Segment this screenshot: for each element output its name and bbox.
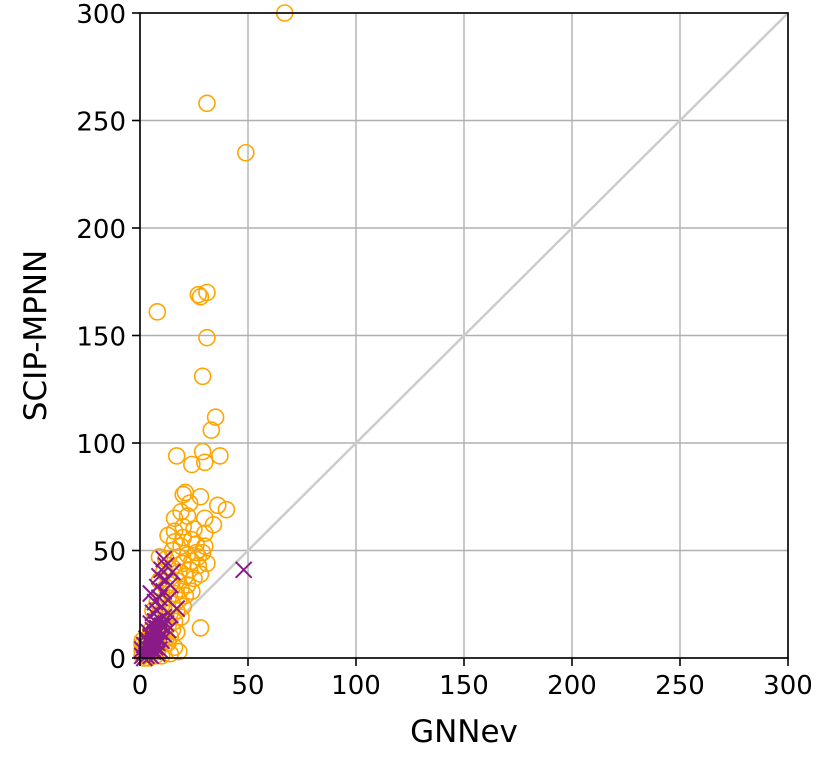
circle-marker: [191, 287, 210, 306]
circle-marker: [193, 442, 212, 461]
circle-marker: [237, 143, 255, 162]
circle-marker: [198, 328, 216, 347]
circle-marker: [183, 455, 201, 474]
circle-marker: [191, 619, 210, 637]
y-tick-label: 300: [76, 0, 126, 30]
circle-marker: [148, 303, 167, 321]
circle-marker: [189, 285, 208, 304]
y-tick-label: 50: [93, 538, 126, 568]
x-tick-label: 0: [132, 671, 149, 701]
circle-marker: [167, 447, 186, 465]
circle-marker: [208, 496, 227, 515]
y-tick-label: 0: [109, 645, 126, 675]
x-tick-label: 100: [331, 671, 381, 701]
x-axis-label: GNNev: [410, 714, 518, 750]
circle-marker: [202, 421, 221, 439]
x-axis-ticks: 0 50 100 150 200 250 300: [132, 658, 813, 701]
x-marker: [150, 640, 169, 659]
x-tick-label: 150: [439, 671, 489, 701]
x-tick-label: 200: [547, 671, 597, 701]
x-tick-label: 300: [763, 671, 813, 701]
circle-marker: [174, 518, 192, 536]
circle-marker: [191, 487, 210, 506]
circle-marker: [170, 642, 188, 661]
data-markers: [133, 4, 294, 667]
y-tick-label: 100: [76, 430, 126, 460]
circle-marker: [198, 94, 216, 113]
circle-marker: [198, 554, 216, 573]
y-tick-label: 250: [76, 108, 126, 138]
identity-diagonal-line: [139, 12, 789, 659]
x-marker: [234, 561, 253, 579]
x-marker: [155, 550, 173, 568]
circle-marker: [206, 408, 225, 427]
circle-marker: [189, 556, 208, 575]
y-axis-ticks: 0 50 100 150 200 250 300: [76, 0, 140, 675]
x-tick-label: 250: [655, 671, 705, 701]
x-marker: [142, 584, 160, 603]
circle-marker: [185, 569, 203, 588]
circle-marker: [193, 367, 212, 386]
x-marker: [142, 647, 160, 665]
circle-marker: [185, 520, 203, 538]
x-tick-label: 50: [231, 671, 264, 701]
circle-marker: [196, 453, 214, 472]
x-marker: [148, 644, 166, 663]
circle-marker: [211, 447, 229, 465]
circle-marker: [217, 500, 236, 519]
y-tick-label: 200: [76, 215, 126, 245]
x-marker: [152, 561, 171, 579]
y-axis-label: SCIP-MPNN: [18, 250, 54, 421]
y-tick-label: 150: [76, 323, 126, 353]
